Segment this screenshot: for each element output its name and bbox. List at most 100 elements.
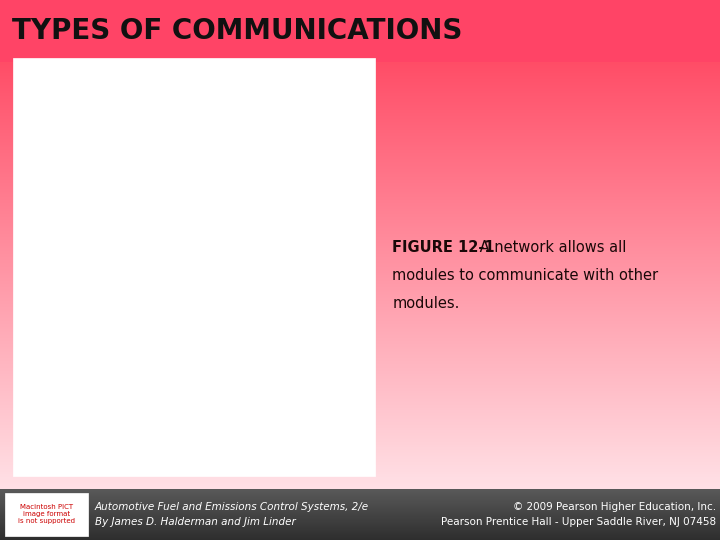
Bar <box>0 314 720 315</box>
Bar <box>0 233 720 234</box>
Bar <box>0 440 720 442</box>
Bar <box>0 113 720 114</box>
Bar <box>0 219 720 220</box>
Bar <box>0 114 720 116</box>
Bar <box>0 410 720 412</box>
Bar <box>0 210 720 211</box>
Bar <box>0 395 720 396</box>
Bar <box>0 224 720 226</box>
Bar <box>0 466 720 467</box>
Text: A network allows all: A network allows all <box>475 240 626 255</box>
Bar <box>0 456 720 457</box>
Bar <box>0 349 720 351</box>
Bar <box>0 381 720 382</box>
Bar <box>0 378 720 379</box>
Bar <box>0 343 720 345</box>
Bar <box>0 266 720 267</box>
Bar <box>0 356 720 358</box>
Bar <box>0 428 720 429</box>
Bar <box>0 484 720 486</box>
Bar <box>0 277 720 278</box>
Bar <box>0 383 720 385</box>
Bar <box>0 354 720 355</box>
Bar <box>0 288 720 289</box>
Bar <box>0 86 720 87</box>
Bar <box>0 348 720 349</box>
Bar <box>0 486 720 487</box>
Bar <box>0 282 720 284</box>
Bar <box>0 235 720 237</box>
Bar <box>0 207 720 208</box>
Bar <box>0 159 720 160</box>
Bar <box>0 281 720 282</box>
Bar <box>0 386 720 388</box>
Bar <box>0 192 720 193</box>
Bar <box>0 469 720 470</box>
Bar <box>0 437 720 439</box>
Bar <box>0 271 720 273</box>
Bar <box>0 417 720 419</box>
Bar <box>0 194 720 196</box>
Bar <box>0 177 720 179</box>
Bar <box>0 269 720 271</box>
Bar <box>0 285 720 287</box>
Bar <box>0 201 720 203</box>
Bar <box>0 388 720 389</box>
Bar <box>0 483 720 484</box>
Bar <box>0 405 720 406</box>
Bar <box>0 200 720 201</box>
Bar <box>0 320 720 321</box>
Bar <box>0 213 720 214</box>
Bar <box>0 68 720 69</box>
Bar <box>0 328 720 329</box>
Bar <box>0 95 720 96</box>
Bar <box>0 239 720 240</box>
Bar <box>0 73 720 75</box>
Bar <box>0 102 720 103</box>
Bar <box>0 130 720 132</box>
Bar <box>0 443 720 444</box>
Bar <box>0 208 720 210</box>
Bar <box>0 450 720 452</box>
Bar <box>0 154 720 156</box>
Bar <box>0 455 720 456</box>
Bar <box>0 173 720 174</box>
Bar <box>0 83 720 85</box>
Bar <box>0 109 720 111</box>
Bar <box>0 165 720 166</box>
Bar <box>0 122 720 123</box>
Bar <box>0 375 720 376</box>
Bar <box>0 347 720 348</box>
Bar <box>0 241 720 242</box>
Bar <box>0 331 720 332</box>
Bar <box>0 267 720 268</box>
Bar <box>0 139 720 140</box>
Bar <box>0 258 720 260</box>
Bar <box>0 246 720 247</box>
Bar <box>0 436 720 437</box>
Bar <box>0 300 720 301</box>
Bar <box>0 477 720 479</box>
Bar <box>0 85 720 86</box>
Bar <box>0 374 720 375</box>
Bar <box>0 322 720 324</box>
Bar <box>0 275 720 277</box>
Bar <box>0 62 720 64</box>
Bar <box>0 365 720 367</box>
Bar <box>0 75 720 76</box>
Bar <box>0 327 720 328</box>
Bar <box>0 152 720 153</box>
Bar <box>0 399 720 401</box>
Bar <box>0 307 720 308</box>
Bar <box>0 187 720 188</box>
Bar <box>0 446 720 448</box>
Bar <box>0 145 720 146</box>
Bar <box>0 80 720 82</box>
Bar <box>0 284 720 285</box>
Bar <box>0 223 720 224</box>
Bar <box>0 146 720 147</box>
Bar <box>0 390 720 392</box>
Bar <box>0 211 720 213</box>
Bar <box>0 368 720 369</box>
Bar <box>0 247 720 248</box>
